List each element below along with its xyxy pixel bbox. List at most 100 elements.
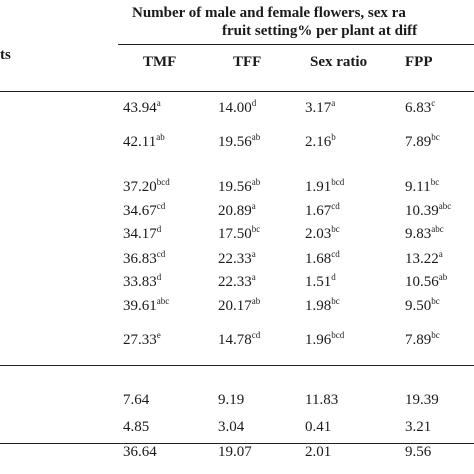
- cell-value: 37.20: [123, 179, 157, 195]
- cell-superscript: bcd: [156, 177, 170, 187]
- column-header: Sex ratio: [310, 54, 368, 70]
- cell-value: 7.89: [405, 134, 432, 150]
- cell-superscript: abc: [431, 224, 444, 234]
- rule: [0, 91, 474, 92]
- cell-superscript: bc: [431, 296, 440, 306]
- cell-value: 1.67: [305, 203, 332, 219]
- rule: [0, 443, 474, 444]
- cell-superscript: bc: [251, 224, 261, 234]
- table-cell: 3.04: [218, 418, 244, 436]
- cell-superscript: bcd: [331, 330, 345, 340]
- table-cell: 34.17d: [123, 225, 161, 243]
- cell-value: 20.89: [218, 203, 252, 219]
- cell-value: 9.11: [405, 179, 431, 195]
- cell-superscript: c: [431, 98, 436, 108]
- cell-superscript: a: [251, 249, 256, 259]
- cell-superscript: cd: [331, 249, 340, 259]
- table-cell: 19.56ab: [218, 133, 260, 151]
- header-line: fruit setting% per plant at diff: [222, 23, 418, 39]
- cell-superscript: cd: [331, 201, 340, 211]
- cell-superscript: ab: [251, 132, 261, 142]
- cell-value: 14.78: [218, 332, 252, 348]
- table-cell: 17.50bc: [218, 225, 260, 243]
- cell-value: 19.39: [405, 392, 439, 408]
- cell-value: 2.03: [305, 226, 332, 242]
- cell-value: 42.11: [123, 134, 157, 150]
- rule: [118, 44, 474, 45]
- cell-value: 4.85: [123, 419, 150, 435]
- cell-superscript: cd: [156, 249, 166, 259]
- cell-value: 3.04: [218, 419, 245, 435]
- table-cell: 39.61abc: [123, 297, 169, 315]
- table-cell: 1.91bcd: [305, 178, 344, 196]
- cell-superscript: cd: [251, 330, 261, 340]
- cell-value: 3.21: [405, 419, 432, 435]
- table-cell: 33.83d: [123, 273, 161, 291]
- cell-superscript: bc: [430, 177, 440, 187]
- cell-value: 22.33: [218, 274, 252, 290]
- table-cell: 20.89a: [218, 202, 256, 220]
- cell-value: 43.94: [123, 100, 157, 116]
- cell-value: 34.17: [123, 226, 157, 242]
- cell-superscript: ab: [438, 272, 448, 282]
- cell-value: 27.33: [123, 332, 157, 348]
- cell-superscript: a: [251, 201, 256, 211]
- cell-value: 1.91: [305, 179, 332, 195]
- table-cell: 2.01: [305, 443, 331, 461]
- table-cell: 9.50bc: [405, 297, 440, 315]
- table-cell: 1.68cd: [305, 250, 340, 268]
- cell-value: 9.19: [218, 392, 245, 408]
- cell-superscript: bc: [331, 224, 340, 234]
- header-line: Number of male and female flowers, sex r…: [132, 5, 406, 21]
- table-cell: 13.22a: [405, 250, 443, 268]
- cell-value: 10.39: [405, 203, 439, 219]
- table-cell: 22.33a: [218, 250, 256, 268]
- cell-value: 14.00: [218, 100, 252, 116]
- cell-value: 13.22: [405, 251, 439, 267]
- cell-value: 33.83: [123, 274, 157, 290]
- cell-superscript: a: [156, 98, 161, 108]
- table-cell: 3.17a: [305, 99, 335, 117]
- cell-value: 2.16: [305, 134, 332, 150]
- cell-value: 7.64: [123, 392, 150, 408]
- table-cell: 43.94a: [123, 99, 161, 117]
- table-cell: 1.51d: [305, 273, 336, 291]
- table-cell: 2.03bc: [305, 225, 340, 243]
- table-cell: 0.41: [305, 418, 331, 436]
- cell-superscript: bc: [431, 132, 440, 142]
- cell-value: 19.56: [218, 179, 252, 195]
- table-cell: 2.16b: [305, 133, 336, 151]
- cell-superscript: d: [156, 272, 162, 282]
- table-cell: 22.33a: [218, 273, 256, 291]
- stub-header: ts: [0, 47, 11, 63]
- cell-superscript: bc: [331, 296, 340, 306]
- cell-value: 0.41: [305, 419, 332, 435]
- table-cell: 19.56ab: [218, 178, 260, 196]
- table-cell: 9.83abc: [405, 225, 444, 243]
- table-cell: 3.21: [405, 418, 431, 436]
- table-cell: 1.67cd: [305, 202, 340, 220]
- cell-value: 34.67: [123, 203, 157, 219]
- cell-superscript: d: [331, 272, 336, 282]
- cell-value: 9.83: [405, 226, 432, 242]
- table-cell: 11.83: [305, 391, 338, 409]
- cell-value: 20.17: [218, 298, 252, 314]
- table-cell: 19.07: [218, 443, 252, 461]
- cell-superscript: ab: [156, 132, 165, 142]
- cell-value: 22.33: [218, 251, 252, 267]
- table-cell: 27.33e: [123, 331, 161, 349]
- cell-value: 1.68: [305, 251, 332, 267]
- cell-value: 2.01: [305, 444, 332, 460]
- cell-superscript: d: [156, 224, 162, 234]
- cell-value: 17.50: [218, 226, 252, 242]
- table-cell: 10.56ab: [405, 273, 447, 291]
- table-cell: 36.83cd: [123, 250, 165, 268]
- cell-superscript: b: [331, 132, 336, 142]
- cell-value: 1.98: [305, 298, 332, 314]
- table-cell: 9.11bc: [405, 178, 439, 196]
- cell-superscript: cd: [156, 201, 166, 211]
- cell-value: 6.83: [405, 100, 432, 116]
- column-header: TMF: [143, 54, 177, 70]
- table-cell: 36.64: [123, 443, 157, 461]
- cell-value: 9.50: [405, 298, 432, 314]
